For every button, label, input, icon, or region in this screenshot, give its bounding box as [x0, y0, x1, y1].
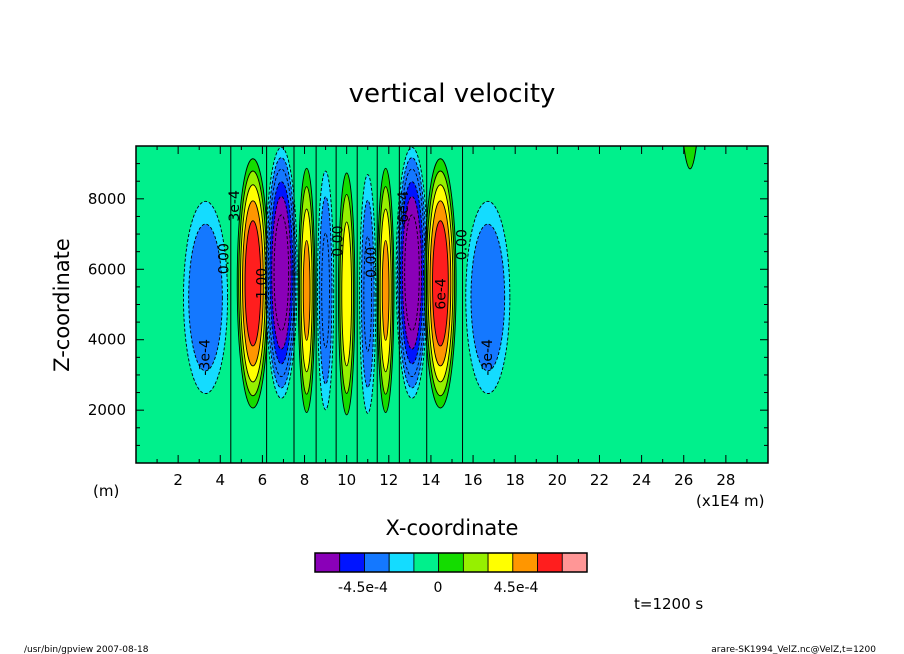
x-tick-label: 14	[421, 471, 440, 489]
cell-2	[265, 146, 298, 399]
colorbar-swatch-2	[364, 552, 390, 573]
y-axis-label: Z-coordinate	[50, 238, 74, 372]
x-tick-label: 22	[590, 471, 609, 489]
x-tick-label: 12	[379, 471, 398, 489]
x-tick-label: 26	[674, 471, 693, 489]
x-tick-label: 8	[300, 471, 310, 489]
x-tick-label: 2	[173, 471, 183, 489]
colorbar-swatch-0	[314, 552, 341, 573]
colorbar	[314, 552, 588, 573]
x-axis-ticks: 2 4 6 8 10 12 14 16 18 20 22 24 26 28	[156, 146, 748, 489]
y-tick-label: 2000	[88, 401, 126, 419]
contour-fill	[136, 146, 768, 463]
x-axis-label: X-coordinate	[386, 516, 519, 540]
contour-lines	[230, 145, 697, 463]
colorbar-label-zero: 0	[434, 580, 443, 596]
colorbar-label-high: 4.5e-4	[494, 580, 539, 596]
colorbar-swatch-5	[438, 552, 464, 573]
x-tick-label: 20	[548, 471, 567, 489]
x-tick-label: 24	[632, 471, 651, 489]
x-tick-label: 6	[258, 471, 268, 489]
cell-9	[424, 158, 457, 409]
y-tick-label: 4000	[88, 331, 126, 349]
cell-0	[183, 200, 229, 395]
x-unit-left: (m)	[93, 482, 119, 500]
x-tick-label: 10	[337, 471, 356, 489]
contour-label-8: -6e-4	[396, 191, 412, 228]
contour-level	[244, 220, 262, 347]
contour-label-4: 0.00	[330, 226, 346, 257]
contour-level	[404, 214, 420, 332]
contour-label-6: 6e-4	[434, 278, 450, 310]
contour-level	[363, 236, 373, 352]
colorbar-swatch-7	[487, 552, 514, 573]
colorbar-swatch-8	[512, 552, 538, 573]
footer-left: /usr/bin/gpview 2007-08-18	[24, 645, 149, 654]
contour-label-3: 0.00	[455, 229, 471, 260]
colorbar-swatch-6	[462, 552, 489, 573]
top-dip-contour	[683, 145, 697, 170]
colorbar-frame	[314, 552, 588, 573]
x-unit-right: (x1E4 m)	[696, 492, 765, 510]
colorbar-swatch-1	[339, 552, 365, 573]
contour-level	[188, 223, 223, 372]
cell-3	[297, 167, 316, 413]
cell-5	[338, 172, 356, 416]
footer-right: arare-SK1994_VelZ.nc@VelZ,t=1200	[711, 645, 876, 654]
y-tick-label: 6000	[88, 260, 126, 278]
time-label: t=1200 s	[634, 595, 703, 613]
x-tick-label: 4	[215, 471, 225, 489]
cell-1	[236, 158, 270, 409]
cell-8	[395, 146, 429, 399]
contour-label-0: -3e-4	[198, 339, 214, 376]
colorbar-label-low: -4.5e-4	[338, 580, 388, 596]
contour-level	[341, 221, 353, 367]
contour-level	[470, 223, 506, 372]
x-tick-label: 28	[716, 471, 735, 489]
contour-label-9: 0.00	[364, 247, 380, 278]
x-tick-label: 18	[506, 471, 525, 489]
contour-level	[432, 220, 449, 347]
colorbar-swatch-3	[388, 552, 415, 573]
x-tick-label: 16	[464, 471, 483, 489]
y-axis-ticks: 2000 4000 6000 8000	[88, 163, 768, 446]
cell-7	[376, 167, 395, 413]
colorbar-swatch-4	[413, 552, 440, 573]
contour-labels: -3e-4 -3e-4 0.00 0.00 0.00 3e-4 6e-4 1.00 -6e-4 0…	[198, 190, 496, 376]
cell-6	[359, 174, 377, 414]
y-tick-label: 8000	[88, 190, 126, 208]
contour-level	[381, 240, 390, 341]
colorbar-swatch-10	[561, 552, 588, 573]
contour-level	[302, 240, 311, 341]
contour-level	[321, 232, 330, 349]
contour-label-2: 0.00	[217, 243, 233, 274]
contour-label-7: 1.00	[255, 268, 271, 299]
contour-level	[273, 214, 290, 332]
cell-4	[317, 170, 335, 411]
contour-label-1: -3e-4	[480, 339, 496, 376]
chart-title: vertical velocity	[349, 79, 556, 109]
colorbar-swatch-9	[537, 552, 563, 573]
cell-10	[465, 200, 511, 395]
contour-label-5: 3e-4	[227, 190, 243, 222]
